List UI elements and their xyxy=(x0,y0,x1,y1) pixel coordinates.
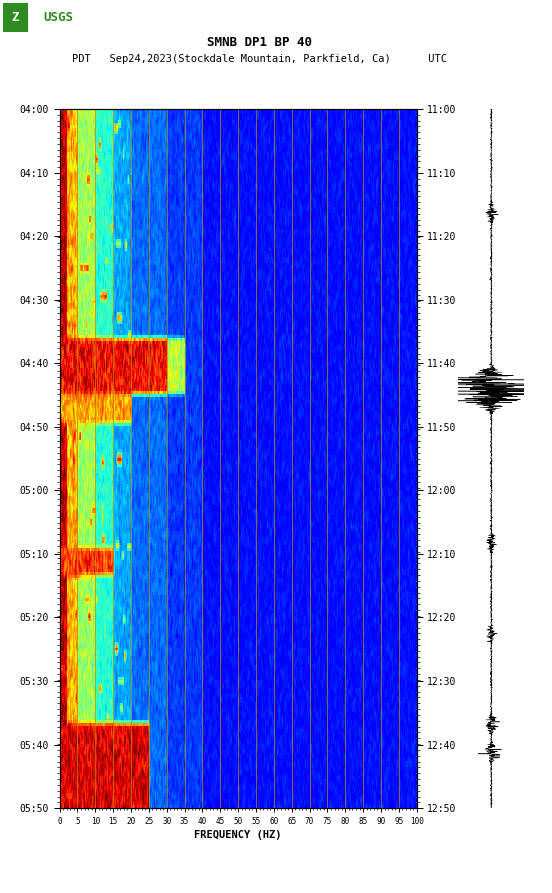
Text: USGS: USGS xyxy=(44,11,74,23)
Text: Z: Z xyxy=(12,11,19,23)
X-axis label: FREQUENCY (HZ): FREQUENCY (HZ) xyxy=(194,830,282,840)
Text: SMNB DP1 BP 40: SMNB DP1 BP 40 xyxy=(207,36,312,49)
Text: PDT   Sep24,2023(Stockdale Mountain, Parkfield, Ca)      UTC: PDT Sep24,2023(Stockdale Mountain, Parkf… xyxy=(72,54,447,63)
FancyBboxPatch shape xyxy=(3,4,28,32)
